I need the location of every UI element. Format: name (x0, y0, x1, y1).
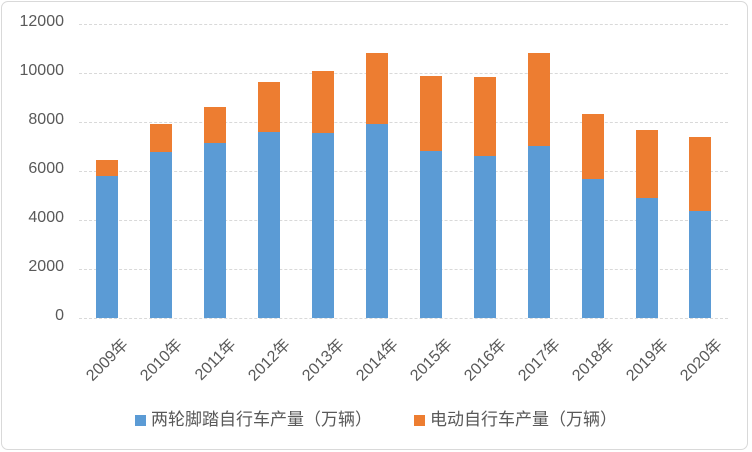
bar-2017年 (527, 24, 550, 318)
bar-segment (96, 176, 118, 318)
bar-segment (365, 53, 388, 125)
bar-segment (149, 151, 172, 318)
y-axis-tick-label: 8000 (28, 111, 64, 128)
bar-segment (581, 114, 604, 179)
gridline (79, 318, 728, 319)
bar-segment (473, 155, 496, 318)
legend: 两轮脚踏自行车产量（万辆） 电动自行车产量（万辆） (0, 410, 752, 430)
bar-segment (96, 159, 118, 177)
bar-segment (203, 143, 226, 318)
gridline (79, 122, 728, 123)
bar-segment (527, 53, 550, 146)
bar-segment (257, 82, 280, 133)
legend-item: 电动自行车产量（万辆） (414, 410, 617, 430)
gridline (79, 73, 728, 74)
bar-segment (527, 145, 550, 318)
bar-segment (635, 197, 658, 318)
y-axis-tick-label: 2000 (28, 258, 64, 275)
bar-2019年 (635, 24, 658, 318)
y-axis-tick-label: 4000 (28, 209, 64, 226)
bar-2016年 (473, 24, 496, 318)
plot-area (79, 24, 728, 319)
bar-2020年 (689, 24, 712, 318)
legend-swatch-icon (414, 414, 425, 426)
bar-segment (257, 132, 280, 318)
bar-segment (311, 133, 334, 318)
bar-segment (689, 210, 712, 318)
gridline (79, 24, 728, 25)
bar-segment (581, 178, 604, 318)
bar-2012年 (257, 24, 280, 318)
bar-segment (419, 150, 442, 318)
bar-segment (311, 70, 334, 134)
legend-label: 两轮脚踏自行车产量（万辆） (151, 410, 372, 429)
bar-segment (473, 77, 496, 156)
gridline (79, 220, 728, 221)
bar-segment (203, 107, 226, 144)
gridline (79, 269, 728, 270)
bar-2009年 (96, 24, 118, 318)
bar-segment (419, 75, 442, 151)
bar-2014年 (365, 24, 388, 318)
bar-segment (149, 123, 172, 152)
bar-2018年 (581, 24, 604, 318)
gridline (79, 171, 728, 172)
y-axis-tick-label: 10000 (19, 62, 65, 79)
bar-2010年 (149, 24, 172, 318)
bar-segment (635, 129, 658, 198)
y-axis-tick-label: 12000 (19, 13, 65, 30)
bar-2011年 (203, 24, 226, 318)
bar-segment (689, 137, 712, 211)
y-axis-tick-label: 6000 (28, 160, 64, 177)
bar-segment (365, 124, 388, 318)
bar-2015年 (419, 24, 442, 318)
legend-label: 电动自行车产量（万辆） (430, 410, 617, 429)
y-axis-tick-label: 0 (55, 307, 64, 324)
legend-swatch-icon (135, 414, 146, 426)
legend-item: 两轮脚踏自行车产量（万辆） (135, 410, 372, 430)
bar-2013年 (311, 24, 334, 318)
